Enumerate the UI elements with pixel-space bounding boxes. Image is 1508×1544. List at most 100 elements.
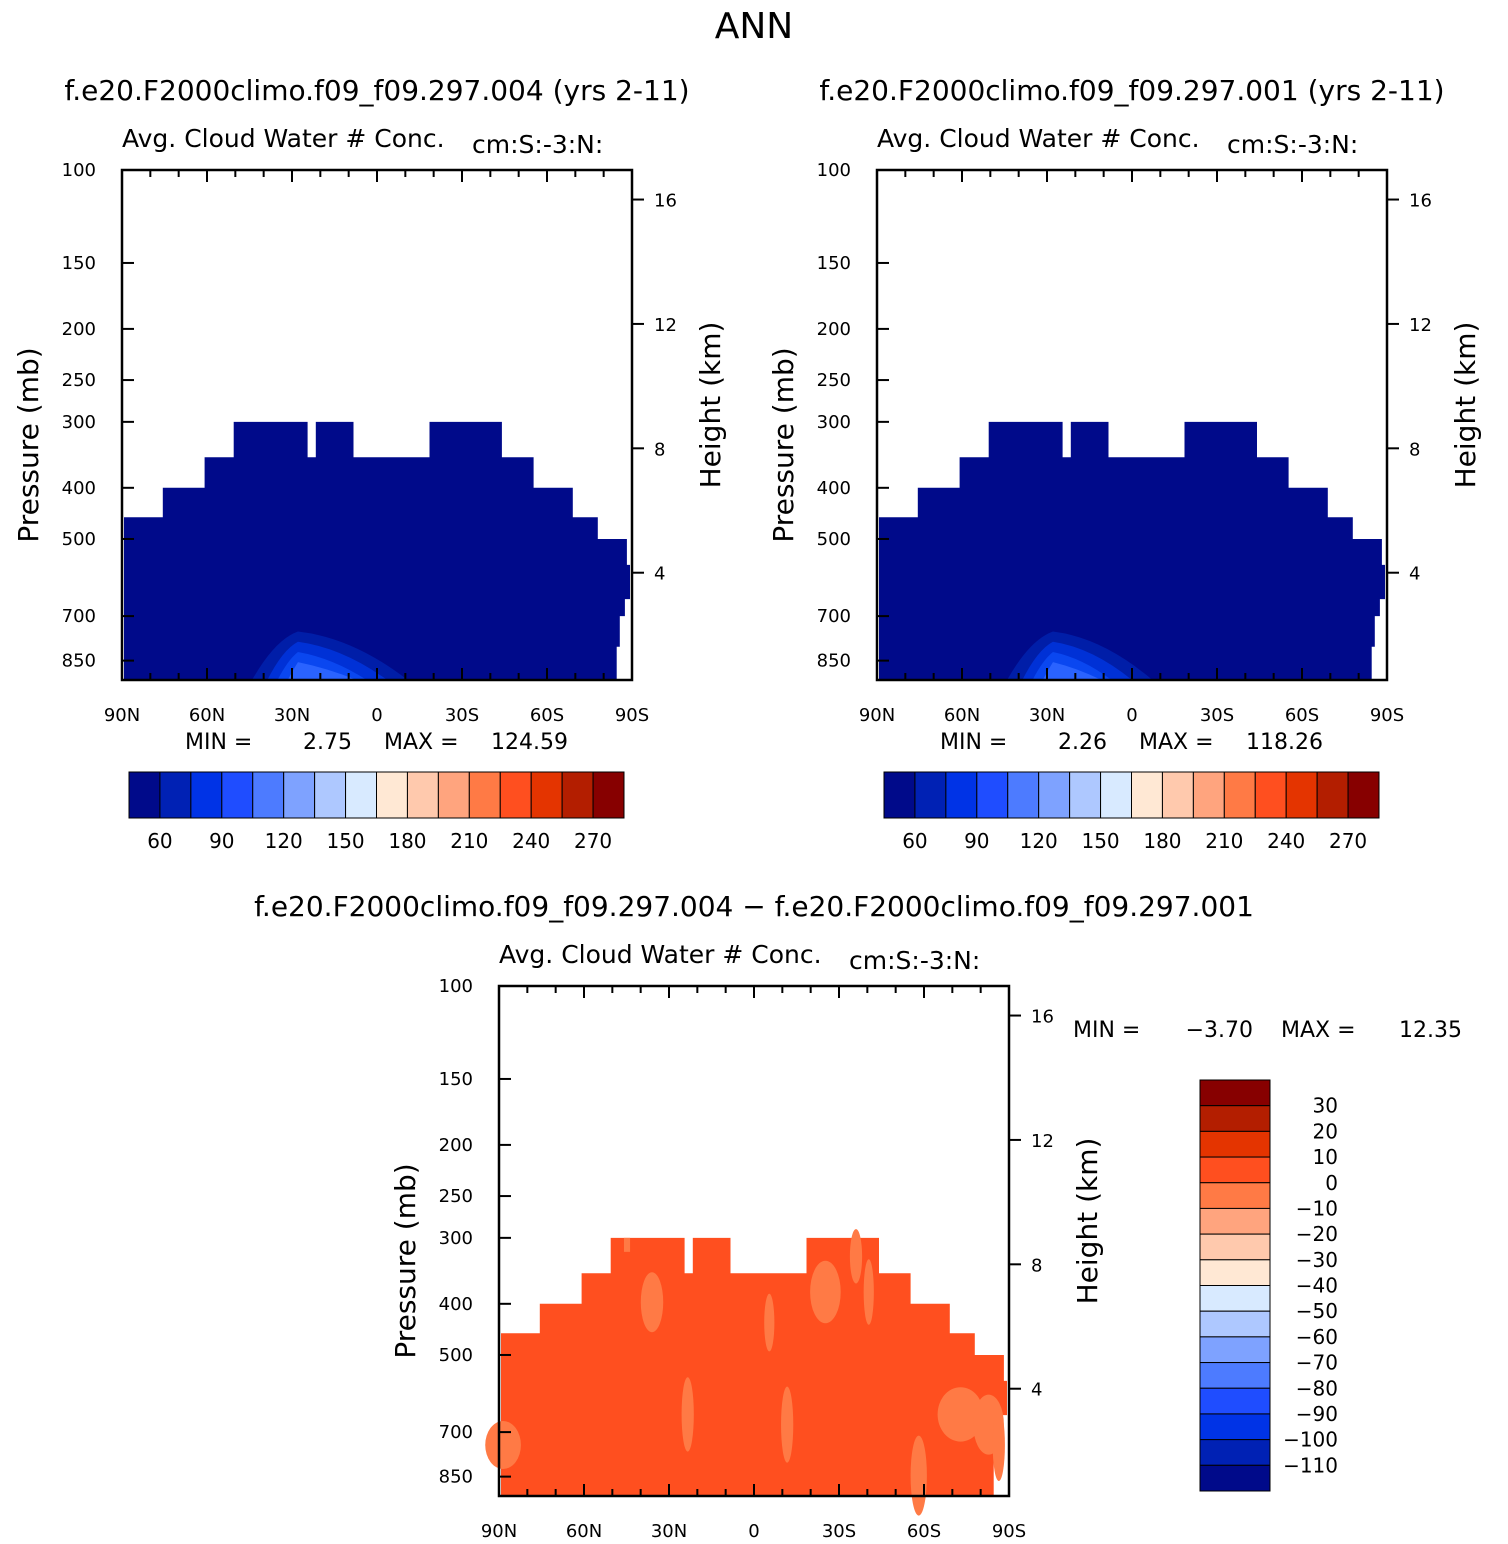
contour-enhanced xyxy=(810,1260,841,1324)
colorbar-cell xyxy=(345,771,377,819)
y-tick-label: 700 xyxy=(62,606,96,627)
colorbar-cell xyxy=(1199,1182,1271,1209)
colorbar-cell xyxy=(883,771,916,819)
colorbar-cell xyxy=(314,771,347,819)
colorbar-cell xyxy=(1199,1156,1271,1184)
y-right-tick-label: 12 xyxy=(654,315,677,336)
colorbar-label: 120 xyxy=(1020,829,1058,853)
colorbar-cell xyxy=(159,771,192,819)
colorbar-cell xyxy=(1069,771,1102,819)
x-tick-label: 30S xyxy=(1200,705,1234,726)
colorbar-label: 150 xyxy=(1081,829,1119,853)
y-tick-label: 150 xyxy=(439,1069,473,1090)
y-tick-label: 500 xyxy=(817,529,851,550)
colorbar-cell xyxy=(976,771,1009,819)
y-tick-label: 250 xyxy=(62,370,96,391)
y-tick-label: 300 xyxy=(817,412,851,433)
contour-field xyxy=(124,421,630,680)
y-right-tick-label: 4 xyxy=(1409,564,1420,585)
colorbar-label: 240 xyxy=(1267,829,1305,853)
colorbar-cell xyxy=(1007,771,1040,819)
y-tick-label: 300 xyxy=(439,1228,473,1249)
colorbar-label: 60 xyxy=(902,829,927,853)
colorbar-cell xyxy=(1038,771,1071,819)
contour-enhanced xyxy=(640,1272,664,1333)
colorbar: 60 90 120 150 180 210 240 270 xyxy=(883,771,1380,853)
contour-enhanced xyxy=(910,1435,927,1516)
x-tick-label: 30S xyxy=(445,705,479,726)
y-right-axis-label: Height (km) xyxy=(1071,1138,1104,1305)
colorbar-cell xyxy=(530,771,563,819)
y-tick-label: 250 xyxy=(817,370,851,391)
panel-title: Avg. Cloud Water # Conc. xyxy=(877,124,1200,153)
colorbar-label: −50 xyxy=(1296,1299,1338,1323)
colorbar-label: 240 xyxy=(512,829,550,853)
contour-enhanced xyxy=(623,1237,631,1252)
contour-enhanced xyxy=(485,1421,521,1469)
x-tick-label: 30N xyxy=(1029,705,1065,726)
colorbar-cell xyxy=(1199,1079,1271,1107)
y-tick-label: 700 xyxy=(439,1422,473,1443)
panel-units: cm:S:-3:N: xyxy=(849,946,980,975)
x-tick-label: 90N xyxy=(104,705,140,726)
x-tick-label: 30S xyxy=(822,1521,856,1542)
y-tick-label: 100 xyxy=(817,160,851,181)
colorbar-cell xyxy=(406,771,439,819)
y-tick-label: 400 xyxy=(439,1294,473,1315)
colorbar-cell xyxy=(499,771,532,819)
diff-title: f.e20.F2000climo.f09_f09.297.004 − f.e20… xyxy=(254,890,1254,923)
x-tick-label: 60N xyxy=(944,705,980,726)
contour-enhanced xyxy=(937,1387,984,1442)
y-axis-label: Pressure (mb) xyxy=(12,347,45,542)
y-tick-label: 150 xyxy=(62,253,96,274)
colorbar-label: 150 xyxy=(326,829,364,853)
panel-units: cm:S:-3:N: xyxy=(472,130,603,159)
y-tick-label: 500 xyxy=(439,1345,473,1366)
contour-enhanced xyxy=(287,662,357,680)
colorbar-cell xyxy=(1254,771,1287,819)
y-tick-label: 500 xyxy=(62,529,96,550)
colorbar-cell xyxy=(1316,771,1349,819)
max-label: MAX = xyxy=(384,730,459,755)
colorbar-label: 10 xyxy=(1313,1145,1338,1169)
colorbar-label: −20 xyxy=(1296,1222,1338,1246)
colorbar-cell xyxy=(1199,1130,1271,1158)
y-tick-label: 100 xyxy=(62,160,96,181)
y-tick-label: 850 xyxy=(62,651,96,672)
panel-title: Avg. Cloud Water # Conc. xyxy=(499,940,822,969)
colorbar-label: −40 xyxy=(1296,1274,1338,1298)
y-right-tick-label: 4 xyxy=(654,564,665,585)
y-tick-label: 200 xyxy=(62,319,96,340)
colorbar-cell xyxy=(1199,1439,1271,1466)
panel-title: Avg. Cloud Water # Conc. xyxy=(122,124,445,153)
x-tick-label: 90N xyxy=(859,705,895,726)
colorbar-cell xyxy=(1199,1336,1271,1364)
y-right-tick-label: 4 xyxy=(1031,1380,1042,1401)
colorbar-cell xyxy=(1199,1259,1271,1286)
contour-enhanced xyxy=(781,1386,794,1463)
x-tick-label: 90N xyxy=(481,1521,517,1542)
min-label: MIN = xyxy=(940,730,1007,755)
x-tick-label: 0 xyxy=(1126,705,1137,726)
y-tick-label: 200 xyxy=(439,1135,473,1156)
contour-field xyxy=(879,421,1385,680)
colorbar-cell xyxy=(1199,1362,1271,1389)
contour-enhanced xyxy=(681,1377,694,1452)
colorbar-cell xyxy=(1199,1464,1271,1492)
x-tick-label: 0 xyxy=(748,1521,759,1542)
main-title: ANN xyxy=(715,6,794,47)
colorbar-label: −90 xyxy=(1296,1402,1338,1426)
colorbar-label: 180 xyxy=(1143,829,1181,853)
y-tick-label: 850 xyxy=(439,1467,473,1488)
contour-enhanced xyxy=(992,1409,1005,1481)
colorbar-label: −110 xyxy=(1283,1453,1338,1477)
colorbar-cell xyxy=(561,771,594,819)
y-tick-label: 850 xyxy=(817,651,851,672)
x-tick-label: 90S xyxy=(992,1521,1026,1542)
colorbar-label: 60 xyxy=(147,829,172,853)
x-tick-label: 30N xyxy=(274,705,310,726)
colorbar-cell xyxy=(1131,771,1163,819)
colorbar-cell xyxy=(190,771,223,819)
colorbar-label: −70 xyxy=(1296,1351,1338,1375)
max-value: 118.26 xyxy=(1246,730,1323,755)
